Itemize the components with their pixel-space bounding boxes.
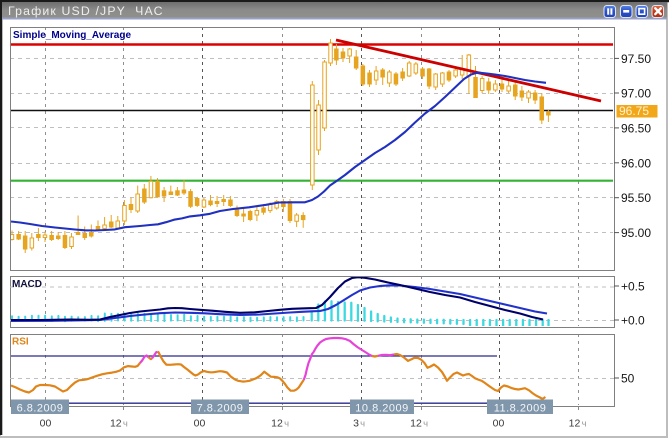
- svg-text:ч: ч: [360, 419, 365, 430]
- svg-text:12: 12: [569, 418, 581, 430]
- svg-text:MACD: MACD: [12, 279, 42, 290]
- svg-text:96.00: 96.00: [621, 156, 651, 170]
- svg-text:95.50: 95.50: [621, 191, 651, 205]
- svg-text:График USD /JPY ЧАС: График USD /JPY ЧАС: [8, 4, 164, 18]
- svg-text:00: 00: [194, 418, 206, 430]
- svg-text:96.75: 96.75: [619, 104, 649, 118]
- svg-text:12: 12: [271, 418, 283, 430]
- svg-text:3: 3: [353, 418, 359, 430]
- svg-text:95.00: 95.00: [621, 226, 651, 240]
- svg-text:00: 00: [40, 418, 52, 430]
- svg-text:97.50: 97.50: [621, 52, 651, 66]
- svg-text:10.8.2009: 10.8.2009: [355, 403, 408, 415]
- svg-text:ч: ч: [123, 419, 128, 430]
- svg-text:11.8.2009: 11.8.2009: [494, 403, 547, 415]
- svg-text:7.8.2009: 7.8.2009: [197, 403, 244, 415]
- svg-text:50: 50: [621, 372, 635, 386]
- svg-text:RSI: RSI: [12, 337, 29, 348]
- svg-text:97.00: 97.00: [621, 87, 651, 101]
- svg-text:+0.5: +0.5: [621, 280, 645, 294]
- svg-text:+0.0: +0.0: [621, 314, 645, 328]
- svg-text:6.8.2009: 6.8.2009: [17, 403, 64, 415]
- svg-text:ч: ч: [423, 419, 428, 430]
- svg-text:00: 00: [493, 418, 505, 430]
- svg-text:12: 12: [110, 418, 122, 430]
- svg-text:ч: ч: [582, 419, 587, 430]
- svg-text:12: 12: [410, 418, 422, 430]
- svg-text:Simple_Moving_Average: Simple_Moving_Average: [13, 30, 131, 41]
- svg-text:ч: ч: [284, 419, 289, 430]
- svg-text:96.50: 96.50: [621, 121, 651, 135]
